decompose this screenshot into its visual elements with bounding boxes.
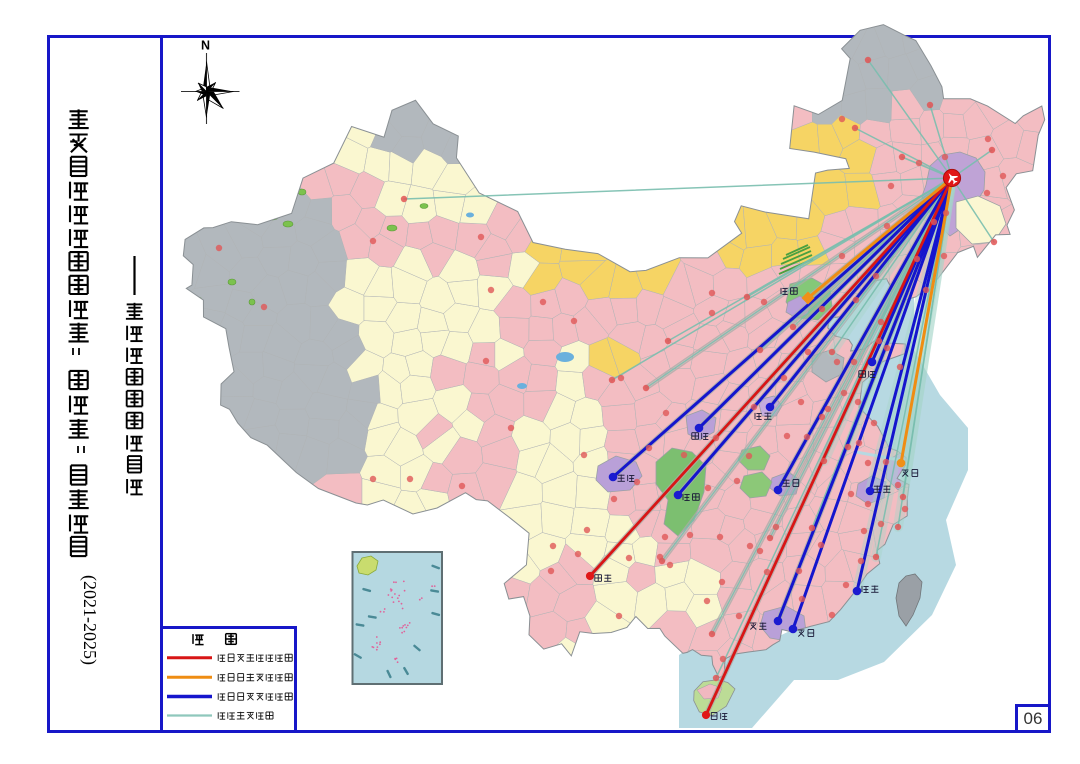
svg-text:(2021-2025): (2021-2025) [79,575,100,665]
svg-text:N: N [201,39,210,53]
